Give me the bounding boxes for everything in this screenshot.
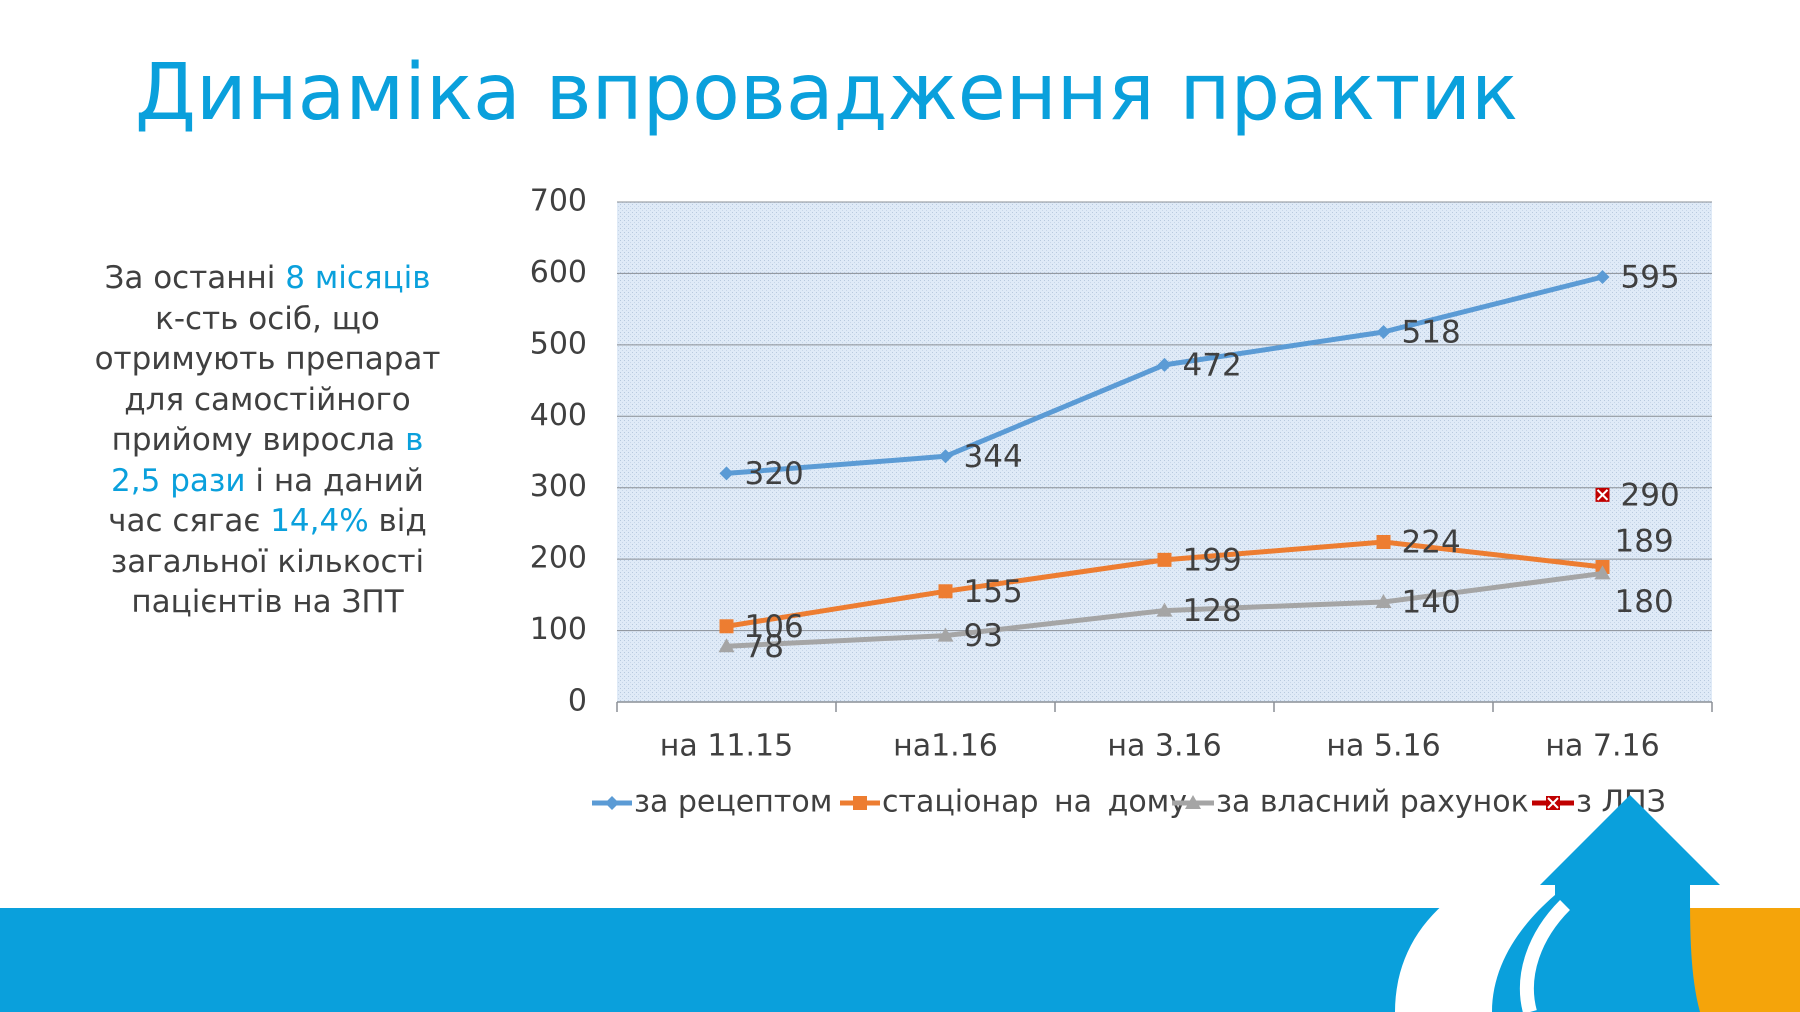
- x-tick-label: на 7.16: [1545, 729, 1659, 764]
- data-label: 155: [964, 574, 1023, 610]
- data-point: [1595, 270, 1610, 284]
- data-label: 128: [1183, 593, 1242, 629]
- y-tick-label: 400: [530, 398, 587, 433]
- y-tick-label: 300: [530, 469, 587, 504]
- data-label: 180: [1615, 584, 1674, 620]
- data-point: [1594, 565, 1611, 580]
- data-point: [719, 619, 734, 634]
- data-point: [1157, 357, 1172, 372]
- summary-text-part: від загальної кількості пацієнтів на ЗПТ: [110, 503, 427, 620]
- summary-text-part: і на даний час сягає: [108, 462, 424, 540]
- data-label: 93: [964, 618, 1003, 654]
- data-point: [1375, 594, 1392, 608]
- x-tick-label: на 11.15: [660, 729, 793, 764]
- data-point-cross: [1596, 489, 1609, 501]
- data-point: [719, 466, 734, 481]
- data-point: [1156, 602, 1173, 617]
- data-label: 199: [1183, 542, 1242, 578]
- data-point: [1376, 535, 1391, 549]
- data-label: 140: [1402, 585, 1461, 621]
- data-label: 320: [745, 456, 804, 492]
- data-label: 344: [964, 439, 1023, 475]
- y-tick-label: 700: [530, 184, 587, 219]
- legend-label: стаціонар на дому: [882, 785, 1187, 820]
- highlight-percent: 14,4%: [270, 503, 369, 539]
- data-point: [937, 627, 954, 642]
- data-label: 290: [1621, 477, 1680, 513]
- summary-text: За останні 8 місяців к-сть осіб, що отри…: [90, 258, 445, 623]
- plot-area: [617, 202, 1712, 702]
- legend-label: з ЛПЗ: [1576, 785, 1666, 820]
- y-tick-label: 200: [530, 541, 587, 576]
- highlight-months: 8 місяців: [285, 260, 431, 296]
- data-label: 595: [1621, 260, 1680, 296]
- data-label: 518: [1402, 315, 1461, 351]
- legend-marker: [605, 796, 619, 810]
- data-point: [1157, 552, 1172, 567]
- highlight-ratio: в 2,5 рази: [111, 422, 424, 499]
- data-label: 472: [1183, 347, 1242, 383]
- legend-marker: [1185, 795, 1201, 809]
- y-tick-label: 600: [530, 255, 587, 290]
- legend-marker: [853, 796, 867, 810]
- summary-text-part: За останні: [104, 260, 286, 296]
- x-tick-label: на 3.16: [1107, 729, 1221, 764]
- y-tick-label: 100: [530, 612, 587, 647]
- summary-text-part: к-сть осіб, що отримують препарат для са…: [94, 300, 441, 459]
- data-point: [718, 638, 735, 653]
- slide-title: Динаміка впровадження практик: [135, 48, 1519, 138]
- legend-label: за рецептом: [634, 785, 832, 820]
- data-label: 224: [1402, 525, 1461, 561]
- data-point: [938, 449, 953, 464]
- data-label: 106: [745, 609, 804, 645]
- data-label: 189: [1615, 524, 1674, 560]
- y-tick-label: 500: [530, 326, 587, 361]
- x-tick-label: на 5.16: [1326, 729, 1440, 764]
- data-point: [1376, 325, 1391, 339]
- y-tick-label: 0: [568, 684, 587, 719]
- data-label: 78: [745, 629, 784, 665]
- data-point: [938, 584, 953, 599]
- legend-label: за власний рахунок: [1216, 785, 1529, 820]
- x-tick-label: на1.16: [893, 729, 998, 764]
